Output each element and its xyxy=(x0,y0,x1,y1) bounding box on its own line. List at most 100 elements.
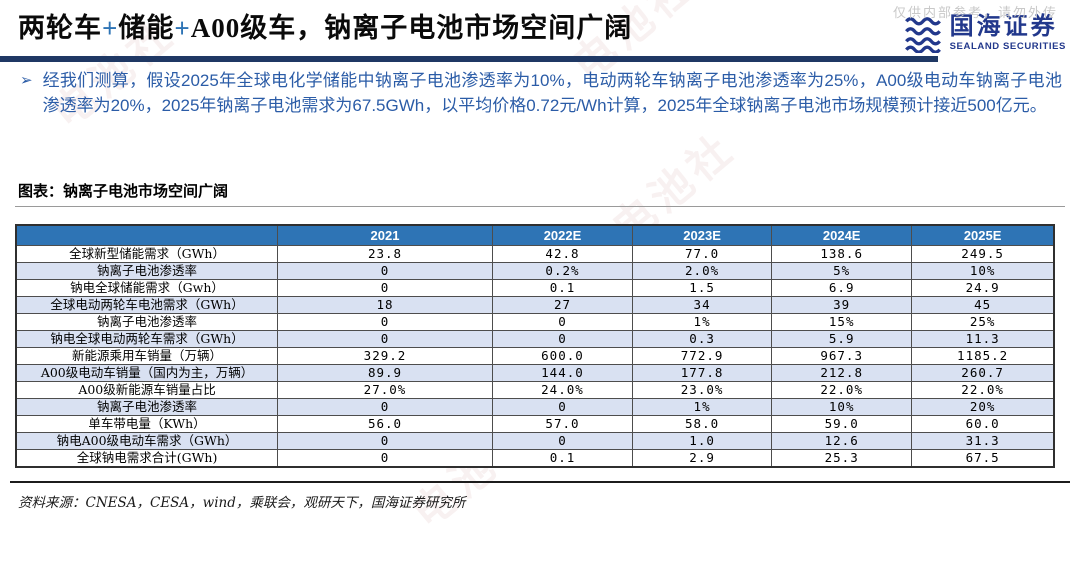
cell: 5.9 xyxy=(771,330,913,348)
cell: 5% xyxy=(771,262,913,280)
cell: 1.5 xyxy=(632,279,773,297)
col-header-2021: 2021 xyxy=(277,224,493,246)
table-row: A00级新能源车销量占比 27.0% 24.0% 23.0% 22.0% 22.… xyxy=(15,381,1055,399)
title-underline xyxy=(0,56,938,62)
cell: 967.3 xyxy=(771,347,913,365)
cell: 0 xyxy=(277,449,493,468)
table-row: 全球电动两轮车电池需求（GWh） 18 27 34 39 45 xyxy=(15,296,1055,314)
cell: 0 xyxy=(491,432,634,450)
cell: 0 xyxy=(277,398,493,416)
table-row: 钠离子电池渗透率 0 0 1% 15% 25% xyxy=(15,313,1055,331)
cell: 0.3 xyxy=(632,330,773,348)
page-title: 两轮车+储能+A00级车，钠离子电池市场空间广阔 xyxy=(18,6,632,45)
sodium-battery-market-table: 2021 2022E 2023E 2024E 2025E 全球新型储能需求（GW… xyxy=(15,224,1055,468)
cell: 31.3 xyxy=(911,432,1055,450)
row-label: 钠电全球储能需求（Gwh） xyxy=(15,279,279,297)
col-header-2025e: 2025E xyxy=(911,224,1055,246)
cell: 42.8 xyxy=(491,245,634,263)
cell: 144.0 xyxy=(491,364,634,382)
cell: 10% xyxy=(771,398,913,416)
figure-divider xyxy=(15,206,1065,207)
cell: 12.6 xyxy=(771,432,913,450)
table-row: 钠电全球储能需求（Gwh） 0 0.1 1.5 6.9 24.9 xyxy=(15,279,1055,297)
source-divider xyxy=(10,481,1070,483)
cell: 212.8 xyxy=(771,364,913,382)
cell: 77.0 xyxy=(632,245,773,263)
cell: 772.9 xyxy=(632,347,773,365)
cell: 1185.2 xyxy=(911,347,1055,365)
title-segment: 两轮车 xyxy=(18,13,102,43)
cell: 0 xyxy=(277,313,493,331)
row-label: 钠离子电池渗透率 xyxy=(15,313,279,331)
cell: 23.0% xyxy=(632,381,773,399)
col-header-2024e: 2024E xyxy=(771,224,913,246)
title-segment: 级车，钠离子电池市场空间广阔 xyxy=(240,13,633,43)
arrow-bullet-icon: ➢ xyxy=(20,72,33,89)
cell: 39 xyxy=(771,296,913,314)
logo-wave-icon xyxy=(903,13,943,53)
row-label: 单车带电量（KWh） xyxy=(15,415,279,433)
summary-text: 经我们测算，假设2025年全球电化学储能中钠离子电池渗透率为10%，电动两轮车钠… xyxy=(42,71,1062,115)
cell: 59.0 xyxy=(771,415,913,433)
cell: 20% xyxy=(911,398,1055,416)
cell: 0 xyxy=(277,279,493,297)
table-row: 新能源乘用车销量（万辆） 329.2 600.0 772.9 967.3 118… xyxy=(15,347,1055,365)
cell: 60.0 xyxy=(911,415,1055,433)
row-label: 全球电动两轮车电池需求（GWh） xyxy=(15,296,279,314)
summary-block: ➢ 经我们测算，假设2025年全球电化学储能中钠离子电池渗透率为10%，电动两轮… xyxy=(20,68,1062,118)
title-segment: 储能 xyxy=(118,13,175,43)
row-label: 钠电A00级电动车需求（GWh） xyxy=(15,432,279,450)
col-header-blank xyxy=(15,224,279,246)
cell: 10% xyxy=(911,262,1055,280)
cell: 2.0% xyxy=(632,262,773,280)
table-row: 全球新型储能需求（GWh） 23.8 42.8 77.0 138.6 249.5 xyxy=(15,245,1055,263)
table-row: A00级电动车销量（国内为主，万辆） 89.9 144.0 177.8 212.… xyxy=(15,364,1055,382)
row-label: A00级电动车销量（国内为主，万辆） xyxy=(15,364,279,382)
cell: 25.3 xyxy=(771,449,913,468)
cell: 24.9 xyxy=(911,279,1055,297)
row-label: 钠离子电池渗透率 xyxy=(15,262,279,280)
cell: 1% xyxy=(632,313,773,331)
title-segment: A00 xyxy=(190,13,241,43)
cell: 177.8 xyxy=(632,364,773,382)
cell: 260.7 xyxy=(911,364,1055,382)
source-note: 资料来源：CNESA，CESA，wind，乘联会，观研天下，国海证券研究所 xyxy=(18,495,466,511)
table-row: 钠离子电池渗透率 0 0 1% 10% 20% xyxy=(15,398,1055,416)
cell: 0 xyxy=(491,313,634,331)
cell: 11.3 xyxy=(911,330,1055,348)
cell: 27 xyxy=(491,296,634,314)
row-label: 钠电全球电动两轮车需求（GWh） xyxy=(15,330,279,348)
cell: 2.9 xyxy=(632,449,773,468)
title-segment: + xyxy=(102,13,119,43)
sealand-logo: 国海证券 SEALAND SECURITIES xyxy=(903,13,1066,53)
cell: 18 xyxy=(277,296,493,314)
market-table-wrapper: 2021 2022E 2023E 2024E 2025E 全球新型储能需求（GW… xyxy=(15,224,1055,468)
row-label: 全球新型储能需求（GWh） xyxy=(15,245,279,263)
cell: 57.0 xyxy=(491,415,634,433)
cell: 0 xyxy=(277,432,493,450)
cell: 27.0% xyxy=(277,381,493,399)
table-row: 钠离子电池渗透率 0 0.2% 2.0% 5% 10% xyxy=(15,262,1055,280)
cell: 6.9 xyxy=(771,279,913,297)
row-label: 全球钠电需求合计(GWh) xyxy=(15,449,279,468)
cell: 329.2 xyxy=(277,347,493,365)
table-row: 钠电A00级电动车需求（GWh） 0 0 1.0 12.6 31.3 xyxy=(15,432,1055,450)
confidential-watermark: 仅供内部参考，请勿外传 xyxy=(893,5,1059,20)
logo-name-en: SEALAND SECURITIES xyxy=(949,40,1066,52)
logo-name-cn: 国海证券 xyxy=(949,12,1058,40)
cell: 34 xyxy=(632,296,773,314)
cell: 0 xyxy=(491,330,634,348)
cell: 249.5 xyxy=(911,245,1055,263)
cell: 600.0 xyxy=(491,347,634,365)
cell: 0.1 xyxy=(491,449,634,468)
cell: 23.8 xyxy=(277,245,493,263)
col-header-2023e: 2023E xyxy=(632,224,773,246)
cell: 1% xyxy=(632,398,773,416)
table-header-row: 2021 2022E 2023E 2024E 2025E xyxy=(15,224,1055,246)
cell: 25% xyxy=(911,313,1055,331)
title-segment: + xyxy=(174,13,191,43)
table-row: 钠电全球电动两轮车需求（GWh） 0 0 0.3 5.9 11.3 xyxy=(15,330,1055,348)
cell: 22.0% xyxy=(771,381,913,399)
row-label: 钠离子电池渗透率 xyxy=(15,398,279,416)
